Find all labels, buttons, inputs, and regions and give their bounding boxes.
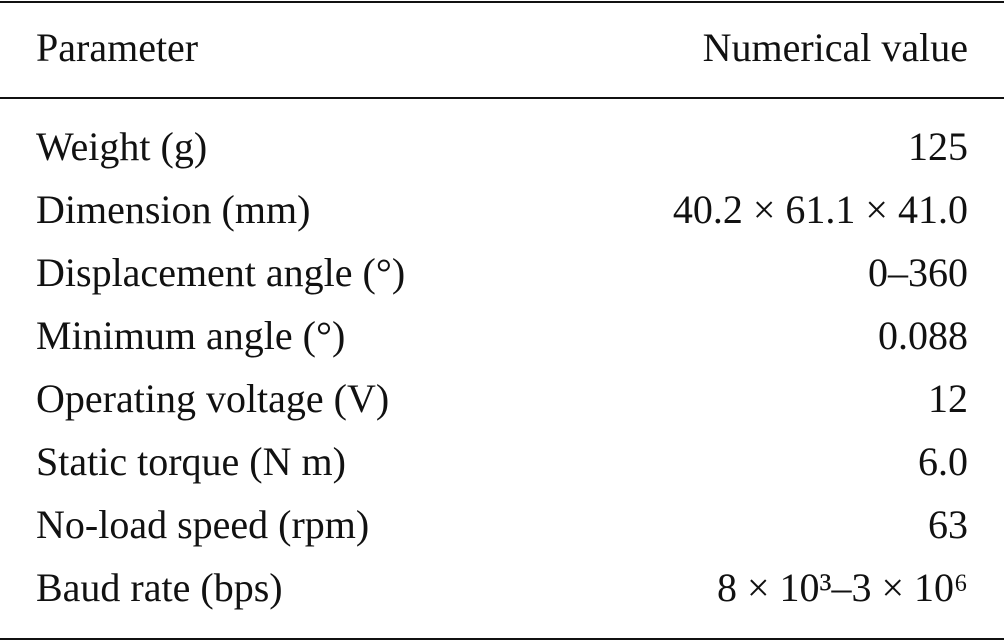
top-rule (0, 1, 1004, 3)
header-cell: Numerical value (702, 25, 968, 70)
header-cell: Parameter (36, 25, 199, 70)
value-cell: 6.0 (918, 439, 968, 484)
parameter-cell: Weight (g) (36, 124, 208, 169)
parameter-cell: Minimum angle (°) (36, 313, 346, 358)
parameter-cell: Displacement angle (°) (36, 250, 406, 295)
parameter-cell: Dimension (mm) (36, 187, 311, 232)
parameter-cell: Baud rate (bps) (36, 565, 283, 610)
parameter-cell: No-load speed (rpm) (36, 502, 370, 547)
value-cell: 40.2 × 61.1 × 41.0 (672, 187, 968, 232)
value-cell: 63 (928, 502, 968, 547)
header-rule (0, 97, 1004, 99)
value-cell: 0.088 (878, 313, 968, 358)
value-cell: 125 (908, 124, 968, 169)
value-cell: 0–360 (868, 250, 968, 295)
parameter-cell: Static torque (N m) (36, 439, 346, 484)
value-cell: 8 × 10³–3 × 10⁶ (716, 565, 968, 610)
bottom-rule (0, 638, 1004, 640)
value-cell: 12 (928, 376, 968, 421)
parameter-cell: Operating voltage (V) (36, 376, 390, 421)
